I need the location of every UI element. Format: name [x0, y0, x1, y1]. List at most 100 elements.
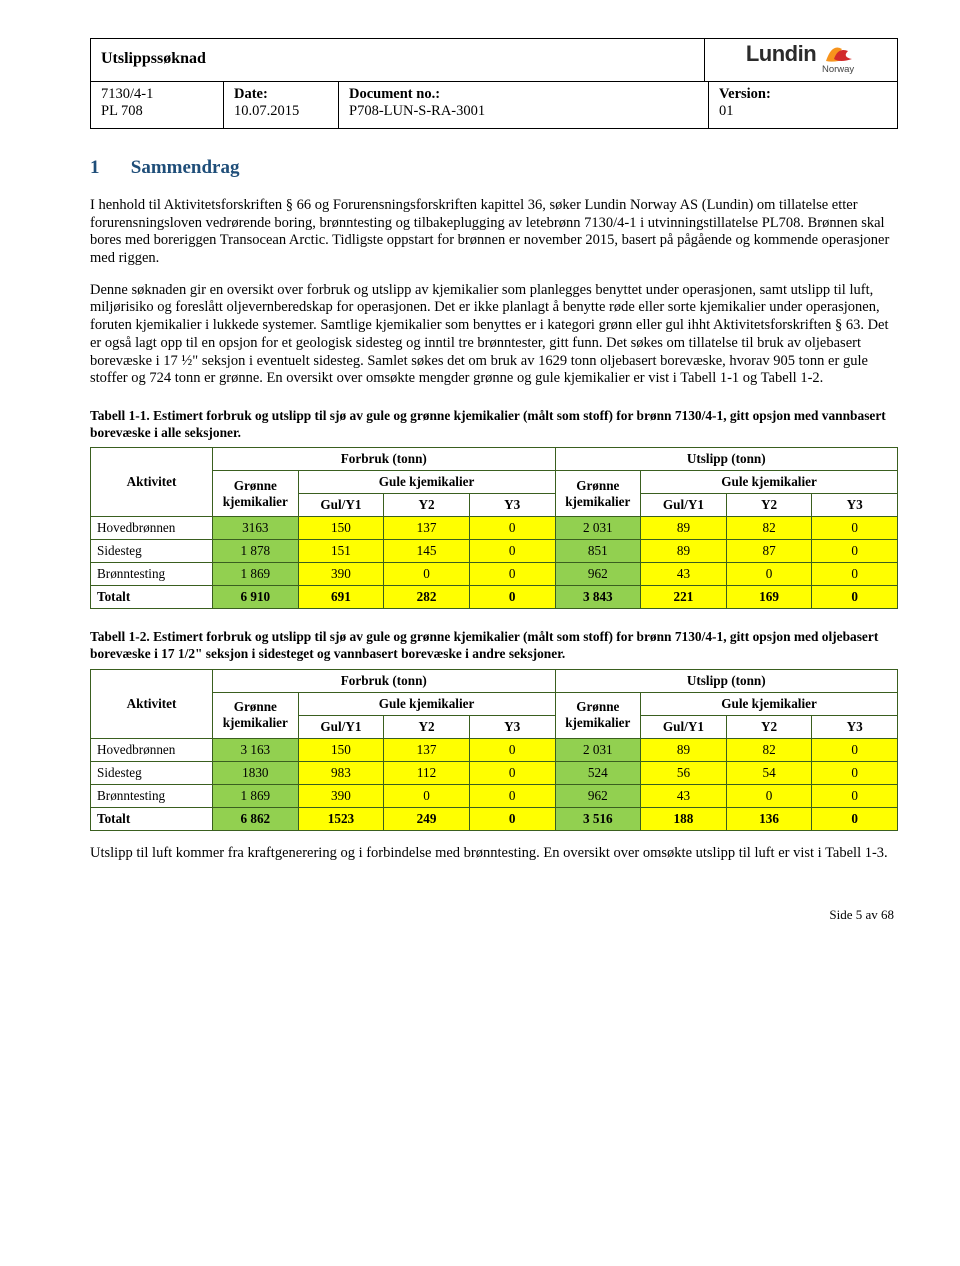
col-sub-3: Gul/Y1 — [641, 494, 727, 517]
cell-fy3: 0 — [469, 784, 555, 807]
col-aktivitet: Aktivitet — [91, 448, 213, 517]
col-sub-0: Gul/Y1 — [298, 715, 384, 738]
cell-fy3: 0 — [469, 586, 555, 609]
section-heading: 1 Sammendrag — [90, 157, 898, 179]
cell-fy2: 137 — [384, 517, 470, 540]
cell-uy2: 0 — [726, 563, 812, 586]
header-date-value: 10.07.2015 — [234, 103, 328, 120]
cell-uy2: 82 — [726, 517, 812, 540]
cell-uy2: 169 — [726, 586, 812, 609]
company-logo: Lundin Norway — [704, 39, 897, 81]
cell-uy1: 221 — [641, 586, 727, 609]
cell-ug: 851 — [555, 540, 641, 563]
paragraph-3: Utslipp til luft kommer fra kraftgenerer… — [90, 845, 898, 863]
page-footer: Side 5 av 68 — [90, 907, 898, 923]
table-row: Hovedbrønnen3 16315013702 03189820 — [91, 738, 898, 761]
header-version-value: 01 — [719, 103, 887, 120]
cell-uy2: 87 — [726, 540, 812, 563]
cell-ug: 524 — [555, 761, 641, 784]
logo-text: Lundin — [746, 41, 816, 67]
row-label: Brønntesting — [91, 784, 213, 807]
table-row: Brønntesting1 869390009624300 — [91, 563, 898, 586]
section-title: Sammendrag — [131, 157, 240, 178]
table-1: AktivitetForbruk (tonn)Utslipp (tonn)Grø… — [90, 447, 898, 609]
cell-uy1: 89 — [641, 540, 727, 563]
cell-ug: 3 516 — [555, 807, 641, 830]
section-number: 1 — [90, 157, 126, 179]
cell-fy2: 145 — [384, 540, 470, 563]
table-row: Sidesteg1830983112052456540 — [91, 761, 898, 784]
col-utslipp: Utslipp (tonn) — [555, 448, 898, 471]
row-label: Sidesteg — [91, 761, 213, 784]
cell-uy3: 0 — [812, 807, 898, 830]
header-version: Version: 01 — [708, 82, 897, 128]
cell-ug: 3 843 — [555, 586, 641, 609]
doc-title: Utslippssøknad — [91, 44, 704, 76]
flame-icon — [822, 41, 856, 63]
col-sub-2: Y3 — [469, 715, 555, 738]
table1-caption: Tabell 1-1. Estimert forbruk og utslipp … — [90, 408, 898, 442]
header-row-top: Utslippssøknad Lundin Norway — [91, 39, 897, 82]
cell-fy2: 249 — [384, 807, 470, 830]
table-row: Totalt6 91069128203 8432211690 — [91, 586, 898, 609]
cell-fg: 1 869 — [213, 563, 299, 586]
cell-uy1: 56 — [641, 761, 727, 784]
cell-fy3: 0 — [469, 563, 555, 586]
document-header: Utslippssøknad Lundin Norway 7130/4-1 — [90, 38, 898, 129]
col-sub-3: Gul/Y1 — [641, 715, 727, 738]
col-sub-1: Y2 — [384, 715, 470, 738]
col-sub-4: Y2 — [726, 715, 812, 738]
header-row-bottom: 7130/4-1 PL 708 Date: 10.07.2015 Documen… — [91, 82, 897, 128]
cell-fy3: 0 — [469, 540, 555, 563]
col-utslipp-gronne: Grønne kjemikalier — [555, 692, 641, 738]
col-sub-5: Y3 — [812, 715, 898, 738]
cell-fg: 1 878 — [213, 540, 299, 563]
cell-fy3: 0 — [469, 807, 555, 830]
table-row: Sidesteg1 878151145085189870 — [91, 540, 898, 563]
col-forbruk-gronne: Grønne kjemikalier — [213, 692, 299, 738]
cell-uy3: 0 — [812, 517, 898, 540]
cell-uy2: 136 — [726, 807, 812, 830]
header-doc-value: P708-LUN-S-RA-3001 — [349, 103, 698, 120]
row-label: Totalt — [91, 807, 213, 830]
col-sub-4: Y2 — [726, 494, 812, 517]
cell-uy3: 0 — [812, 738, 898, 761]
cell-fg: 3163 — [213, 517, 299, 540]
col-utslipp: Utslipp (tonn) — [555, 669, 898, 692]
row-label: Brønntesting — [91, 563, 213, 586]
cell-fg: 3 163 — [213, 738, 299, 761]
cell-uy3: 0 — [812, 761, 898, 784]
col-sub-2: Y3 — [469, 494, 555, 517]
row-label: Hovedbrønnen — [91, 738, 213, 761]
col-utslipp-gronne: Grønne kjemikalier — [555, 471, 641, 517]
cell-fy2: 112 — [384, 761, 470, 784]
cell-fy1: 983 — [298, 761, 384, 784]
table-row: Hovedbrønnen316315013702 03189820 — [91, 517, 898, 540]
col-aktivitet: Aktivitet — [91, 669, 213, 738]
cell-uy1: 89 — [641, 738, 727, 761]
header-ref: 7130/4-1 PL 708 — [91, 82, 223, 128]
row-label: Hovedbrønnen — [91, 517, 213, 540]
cell-ug: 962 — [555, 784, 641, 807]
cell-uy3: 0 — [812, 563, 898, 586]
cell-uy1: 89 — [641, 517, 727, 540]
cell-ug: 2 031 — [555, 738, 641, 761]
col-sub-1: Y2 — [384, 494, 470, 517]
cell-fy2: 0 — [384, 563, 470, 586]
cell-uy2: 82 — [726, 738, 812, 761]
header-version-label: Version: — [719, 86, 887, 103]
col-forbruk-gule: Gule kjemikalier — [298, 471, 555, 494]
cell-uy3: 0 — [812, 586, 898, 609]
paragraph-1: I henhold til Aktivitetsforskriften § 66… — [90, 197, 898, 268]
cell-fg: 6 862 — [213, 807, 299, 830]
page: Utslippssøknad Lundin Norway 7130/4-1 — [0, 0, 960, 941]
table-2: AktivitetForbruk (tonn)Utslipp (tonn)Grø… — [90, 669, 898, 831]
table-row: Brønntesting1 869390009624300 — [91, 784, 898, 807]
header-date-label: Date: — [234, 86, 328, 103]
cell-fg: 1 869 — [213, 784, 299, 807]
col-forbruk: Forbruk (tonn) — [213, 669, 556, 692]
col-utslipp-gule: Gule kjemikalier — [641, 692, 898, 715]
cell-uy1: 188 — [641, 807, 727, 830]
cell-ug: 962 — [555, 563, 641, 586]
col-utslipp-gule: Gule kjemikalier — [641, 471, 898, 494]
